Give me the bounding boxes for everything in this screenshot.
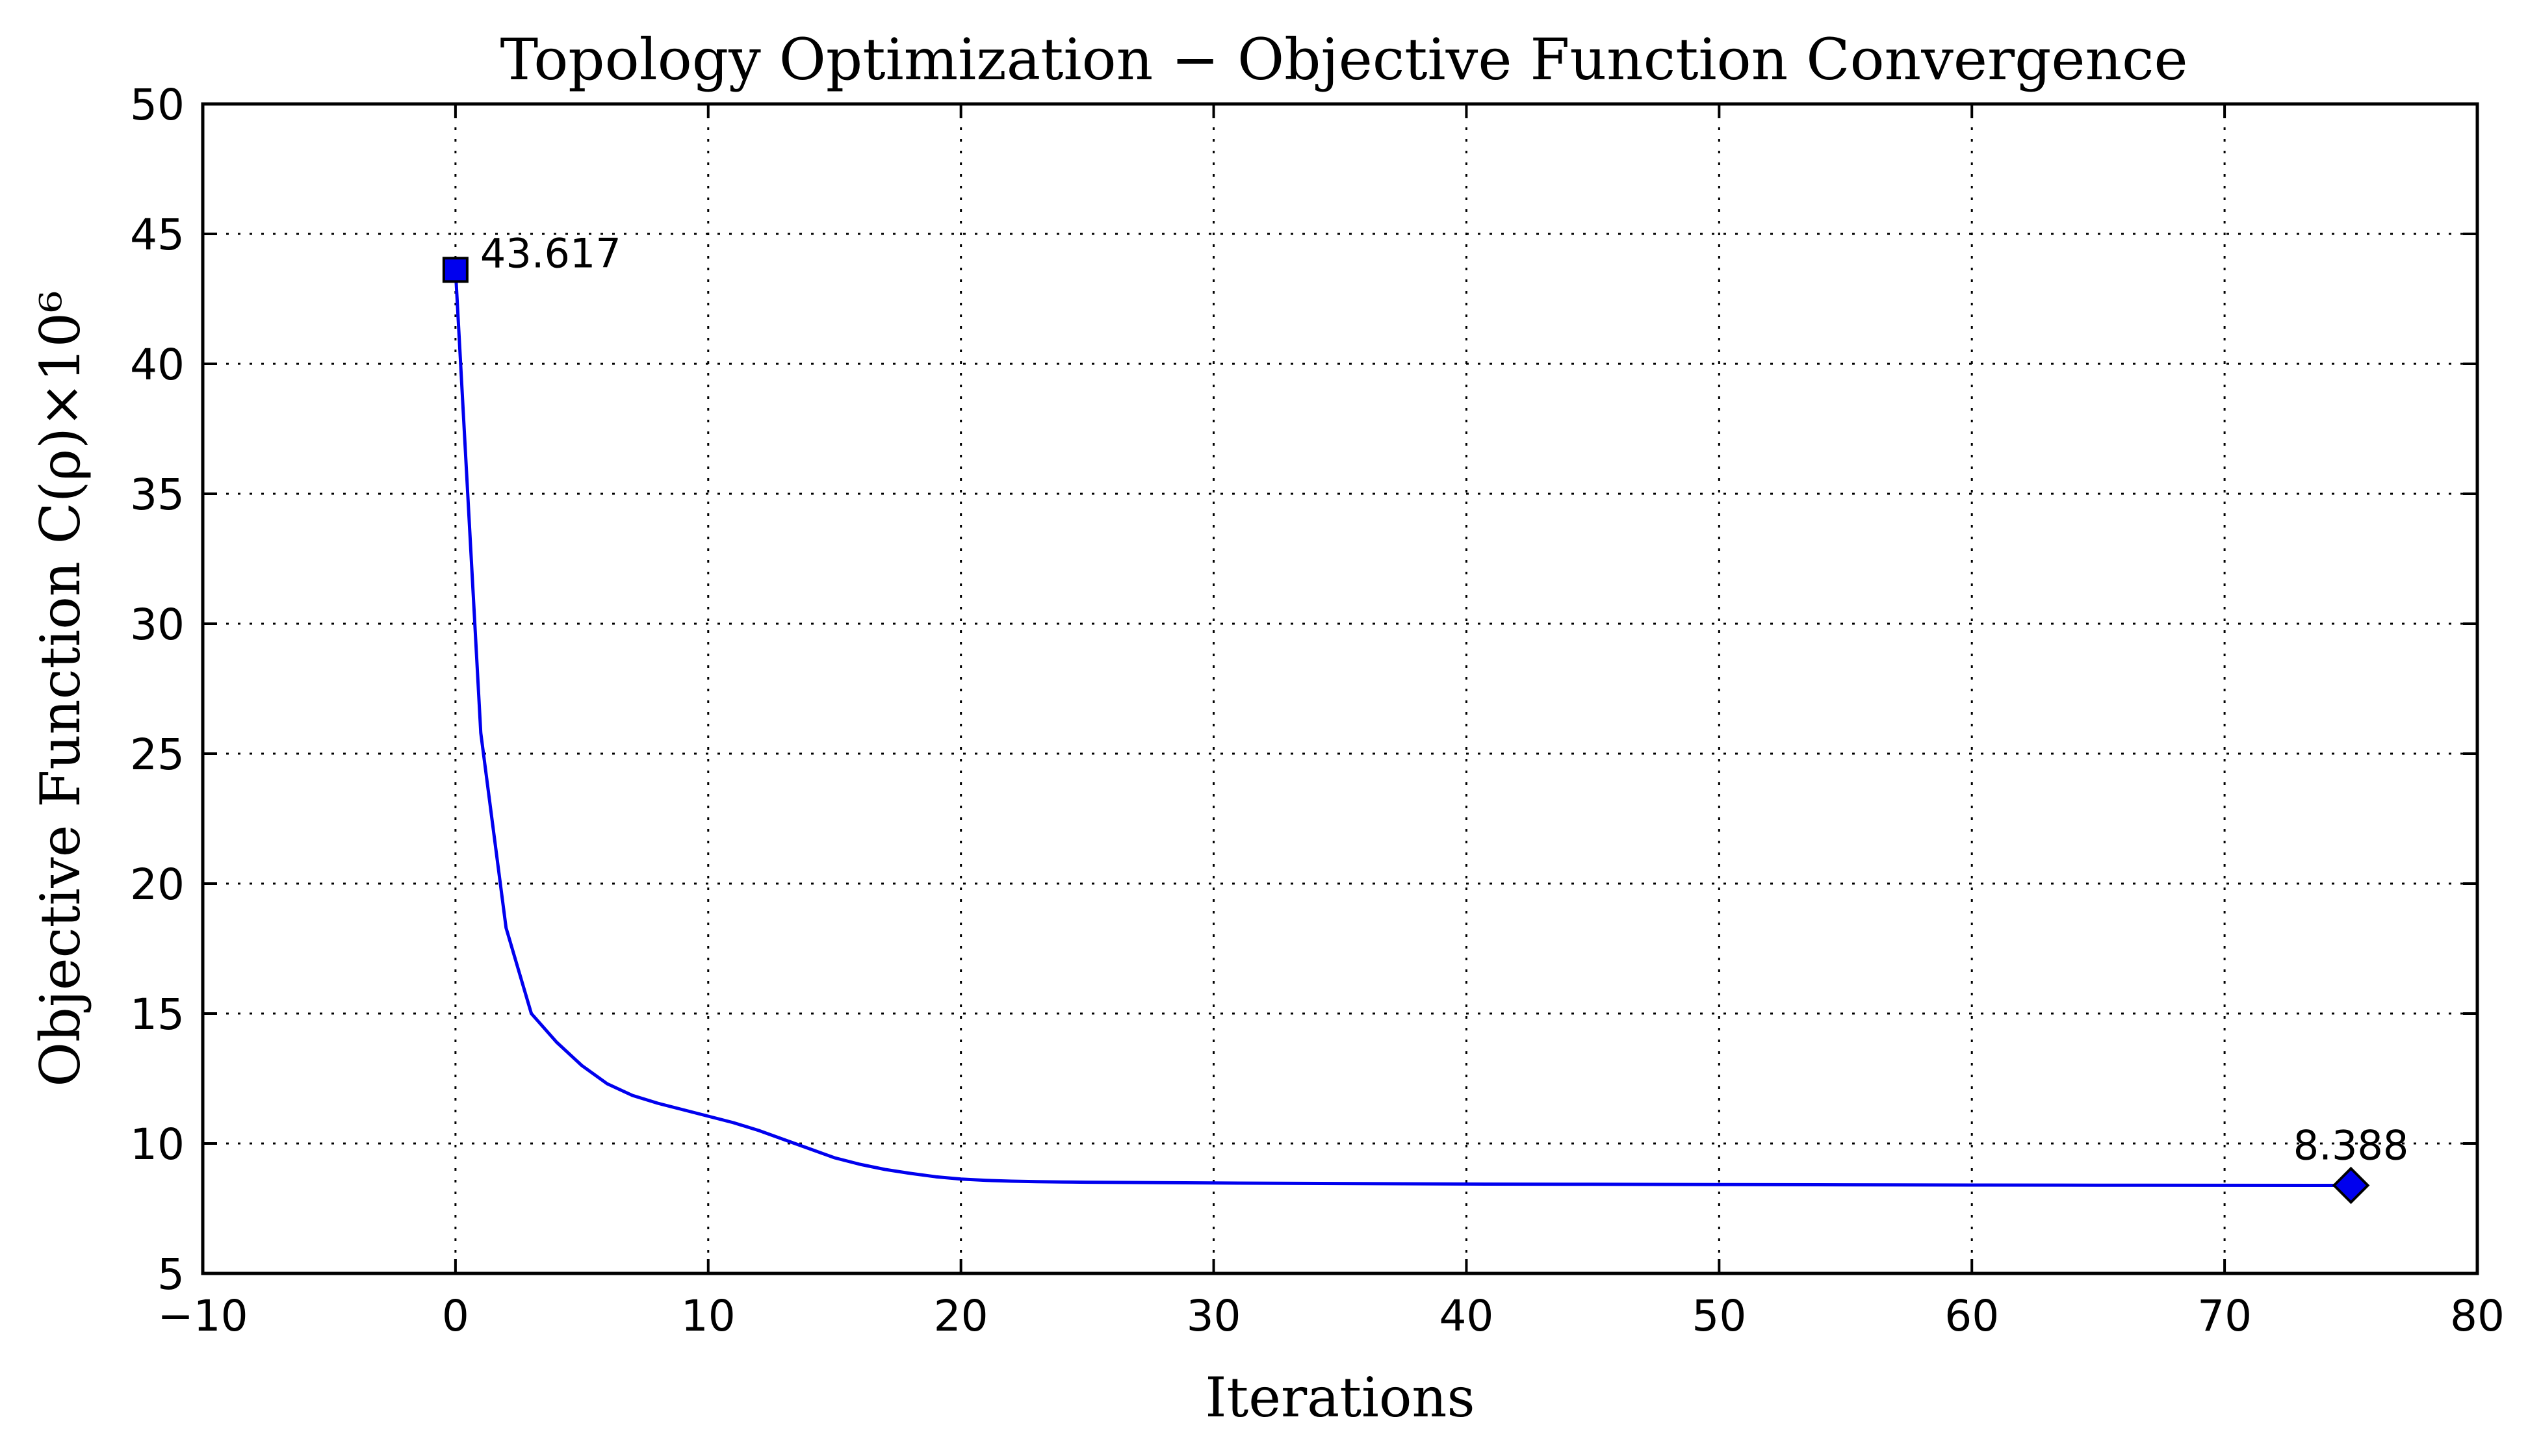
- x-tick-label: 80: [2450, 1291, 2505, 1341]
- y-tick-label: 20: [130, 860, 185, 910]
- x-tick-label: 40: [1439, 1291, 1493, 1341]
- data-layer: 43.617 8.388: [442, 229, 2409, 1205]
- x-tick-label: 30: [1187, 1291, 1241, 1341]
- convergence-line: [454, 270, 2351, 1187]
- x-tick-label: 60: [1944, 1291, 1999, 1341]
- y-tick-label: 30: [130, 600, 185, 650]
- y-tick-label: 45: [130, 210, 185, 260]
- x-tick-label: −10: [157, 1291, 248, 1341]
- x-tick-label: 50: [1692, 1291, 1746, 1341]
- y-tick-label: 40: [130, 340, 185, 390]
- y-axis-label: Objective Function C(ρ)×10⁶: [29, 290, 92, 1087]
- plot-frame: [201, 102, 2479, 1275]
- end-marker: [2332, 1166, 2370, 1205]
- end-value-label: 8.388: [2293, 1121, 2409, 1169]
- grid-lines: [203, 104, 2477, 1273]
- x-tick-label: 0: [442, 1291, 469, 1341]
- chart-title: Topology Optimization − Objective Functi…: [500, 26, 2187, 93]
- x-axis-label: Iterations: [1205, 1366, 1475, 1429]
- y-tick-label: 25: [130, 730, 185, 780]
- y-tick-label: 10: [130, 1119, 185, 1169]
- x-tick-label: 70: [2197, 1291, 2252, 1341]
- x-tick-label: 10: [681, 1291, 736, 1341]
- start-marker: [442, 257, 469, 283]
- y-tick-label: 35: [130, 470, 185, 520]
- y-tick-label: 50: [130, 80, 185, 130]
- y-tick-label: 5: [157, 1249, 185, 1299]
- ticks: −10 0 10 20 30 40 50 60 70 80 5 10 15 20 25 30 35 40 45 50: [130, 80, 2505, 1341]
- x-tick-label: 20: [934, 1291, 988, 1341]
- start-value-label: 43.617: [480, 229, 621, 277]
- y-tick-label: 15: [130, 990, 185, 1040]
